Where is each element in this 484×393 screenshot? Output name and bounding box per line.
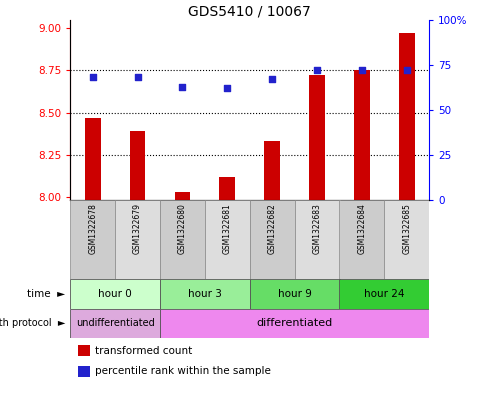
- Text: GSM1322679: GSM1322679: [133, 203, 142, 254]
- Bar: [204, 200, 249, 279]
- Text: time  ►: time ►: [27, 289, 65, 299]
- Text: GSM1322684: GSM1322684: [357, 203, 366, 253]
- Text: percentile rank within the sample: percentile rank within the sample: [95, 366, 271, 376]
- Bar: [70, 200, 115, 279]
- Text: GSM1322682: GSM1322682: [267, 203, 276, 253]
- Point: [402, 67, 410, 73]
- Bar: [398, 33, 414, 200]
- Text: GSM1322685: GSM1322685: [401, 203, 410, 253]
- Text: hour 9: hour 9: [277, 289, 311, 299]
- Bar: [70, 309, 160, 338]
- Bar: [249, 279, 339, 309]
- Bar: [339, 200, 383, 279]
- Text: hour 24: hour 24: [363, 289, 404, 299]
- Bar: [174, 192, 190, 200]
- Text: transformed count: transformed count: [95, 346, 192, 356]
- Bar: [160, 309, 428, 338]
- Text: GSM1322683: GSM1322683: [312, 203, 321, 253]
- Bar: [383, 200, 428, 279]
- Bar: [70, 279, 160, 309]
- Point: [223, 85, 231, 92]
- Point: [313, 67, 320, 73]
- Bar: [160, 200, 204, 279]
- Text: differentiated: differentiated: [256, 318, 332, 328]
- Bar: [249, 200, 294, 279]
- Point: [134, 74, 141, 81]
- Text: undifferentiated: undifferentiated: [76, 318, 154, 328]
- Bar: [85, 118, 100, 200]
- Point: [89, 74, 96, 81]
- Bar: [77, 365, 90, 377]
- Bar: [309, 75, 324, 200]
- Bar: [353, 70, 369, 200]
- Bar: [294, 200, 339, 279]
- Bar: [115, 200, 160, 279]
- Bar: [339, 279, 428, 309]
- Text: hour 0: hour 0: [98, 289, 132, 299]
- Text: GSM1322681: GSM1322681: [222, 203, 231, 253]
- Title: GDS5410 / 10067: GDS5410 / 10067: [188, 4, 311, 18]
- Point: [268, 76, 275, 83]
- Bar: [160, 279, 249, 309]
- Bar: [130, 131, 145, 200]
- Point: [357, 67, 365, 73]
- Text: hour 3: hour 3: [188, 289, 221, 299]
- Text: GSM1322680: GSM1322680: [178, 203, 187, 253]
- Bar: [77, 345, 90, 356]
- Text: GSM1322678: GSM1322678: [88, 203, 97, 253]
- Bar: [264, 141, 279, 200]
- Text: growth protocol  ►: growth protocol ►: [0, 318, 65, 328]
- Bar: [219, 177, 235, 200]
- Point: [178, 83, 186, 90]
